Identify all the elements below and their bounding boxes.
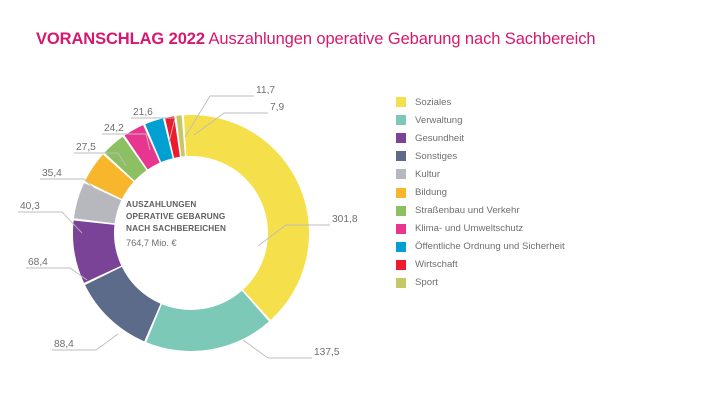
donut-slice[interactable] [72,220,122,283]
value-label-sonstiges: 88,4 [54,339,74,350]
value-label-verwaltung: 137,5 [314,347,340,358]
donut-slice[interactable] [176,115,185,157]
value-label-soziales: 301,8 [332,214,358,225]
value-label-bildung: 35,4 [42,168,62,179]
value-label-oeffentliche-ordnung: 21,6 [133,107,153,118]
leader-line-strassenbau [74,152,127,167]
leader-line-wirtschaft [184,95,254,138]
legend-item-label: Gesundheit [415,132,465,144]
legend-swatch-icon [396,97,406,108]
legend-item[interactable]: Gesundheit [396,129,706,147]
leader-line-oeffentliche-ordnung [131,117,176,143]
center-line-2: OPERATIVE GEBARUNG [126,212,226,222]
donut-slice[interactable] [165,116,180,158]
donut-slice[interactable] [145,118,173,163]
leader-line-sport [193,112,268,136]
donut-slice[interactable] [183,114,310,321]
leader-line-klima [102,133,151,151]
legend-item-label: Soziales [415,96,452,108]
value-label-gesundheit: 68,4 [28,257,48,268]
leader-line-kultur [18,211,83,234]
donut-slice[interactable] [146,290,269,352]
donut-slice[interactable] [85,266,161,342]
leader-line-soziales [257,224,330,247]
legend-item[interactable]: Verwaltung [396,111,706,129]
leader-line-bildung [40,178,101,195]
leader-line-sonstiges [52,333,119,351]
center-total-amount: 764,7 Mio. € [126,237,177,248]
chart-legend: Soziales Verwaltung Gesundheit Sonstiges Kul… [396,93,706,292]
donut-slice[interactable] [73,183,122,224]
legend-swatch-icon [396,277,406,288]
donut-chart-svg [18,95,330,359]
legend-item[interactable]: Kultur [396,165,706,183]
donut-slice[interactable] [104,136,147,181]
legend-swatch-icon [396,223,406,234]
legend-item-label: Straßenbau und Verkehr [415,205,520,217]
legend-item-label: Kultur [415,168,441,180]
donut-slice-group [72,114,310,352]
value-label-sport: 7,9 [270,102,285,113]
legend-item-label: Wirtschaft [415,259,458,271]
center-line-3: NACH SACHBEREICHEN [126,224,227,234]
center-line-1: AUSZAHLUNGEN [126,200,197,209]
legend-swatch-icon [396,259,406,270]
legend-item[interactable]: Sonstiges [396,147,706,165]
page-title-light: Auszahlungen operative Gebarung nach Sac… [204,30,596,48]
value-label-wirtschaft: 11,7 [256,85,276,96]
page-title-strong: VORANSCHLAG 2022 [36,30,205,48]
legend-swatch-icon [396,187,406,198]
legend-item[interactable]: Bildung [396,183,706,201]
legend-item-label: Sport [415,277,438,289]
legend-item-label: Klima- und Umweltschutz [415,223,524,235]
legend-item[interactable]: Straßenbau und Verkehr [396,202,706,220]
value-label-kultur: 40,3 [20,201,40,212]
donut-slice[interactable] [124,125,160,170]
value-label-klima: 24,2 [104,123,124,134]
legend-swatch-icon [396,169,406,180]
legend-item[interactable]: Soziales [396,93,706,111]
legend-item[interactable]: Klima- und Umweltschutz [396,220,706,238]
legend-item[interactable]: Öffentliche Ordnung und Sicherheit [396,238,706,256]
legend-item-label: Verwaltung [415,114,463,126]
legend-item-label: Öffentliche Ordnung und Sicherheit [415,241,565,253]
donut-center-label: AUSZAHLUNGEN OPERATIVE GEBARUNG NACH SAC… [126,199,261,250]
legend-item-label: Sonstiges [415,150,458,162]
legend-swatch-icon [396,133,406,144]
page-title: VORANSCHLAG 2022 Auszahlungen operative … [36,30,696,54]
value-label-strassenbau: 27,5 [76,142,96,153]
legend-swatch-icon [396,151,406,162]
leader-line-group [18,95,330,359]
donut-slice[interactable] [85,154,134,200]
legend-item-label: Bildung [415,187,448,199]
donut-chart-area: AUSZAHLUNGEN OPERATIVE GEBARUNG NACH SAC… [0,62,400,392]
legend-item[interactable]: Wirtschaft [396,256,706,274]
legend-item[interactable]: Sport [396,274,706,292]
legend-swatch-icon [396,241,406,252]
leader-line-verwaltung [242,339,312,359]
legend-swatch-icon [396,115,406,126]
leader-line-gesundheit [26,267,88,281]
legend-swatch-icon [396,205,406,216]
